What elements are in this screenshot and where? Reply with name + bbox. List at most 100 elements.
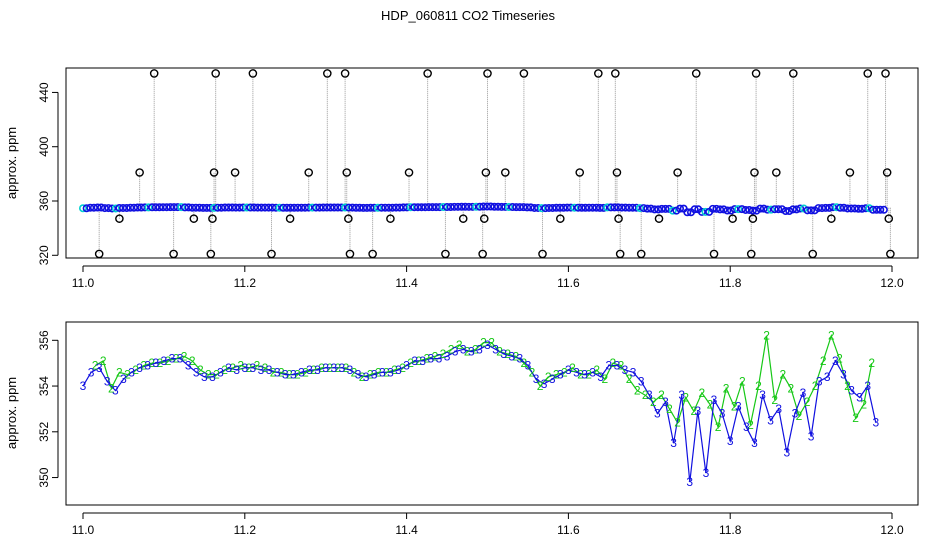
baseline-point	[657, 204, 666, 213]
baseline-point	[246, 203, 255, 212]
series-3-point: 3	[428, 352, 435, 366]
series-2-point: 2	[723, 381, 730, 395]
baseline-point	[159, 203, 168, 212]
baseline-point	[563, 203, 572, 212]
top-y-tick-label: 400	[37, 136, 51, 156]
series-3-point: 3	[686, 475, 693, 489]
series-2-point: 2	[739, 374, 746, 388]
spike-point	[135, 168, 144, 177]
series-3-point: 3	[743, 420, 750, 434]
baseline-point	[122, 203, 131, 212]
series-3-point: 3	[128, 365, 135, 379]
baseline-point	[828, 203, 837, 212]
series-2-point: 2	[521, 356, 528, 370]
series-3-point: 3	[735, 400, 742, 414]
series-3-point: 3	[363, 370, 370, 384]
baseline-point	[89, 203, 98, 212]
series-3-point: 3	[573, 365, 580, 379]
baseline-point	[388, 203, 397, 212]
baseline-point	[373, 203, 382, 212]
series-3-point: 3	[241, 361, 248, 375]
baseline-point	[362, 203, 371, 212]
series-3-point: 3	[330, 361, 337, 375]
baseline-point	[581, 203, 590, 212]
baseline-point	[137, 203, 146, 212]
baseline-point	[639, 204, 648, 213]
series-3-point: 3	[290, 368, 297, 382]
baseline-point	[235, 203, 244, 212]
series-3-point: 3	[856, 390, 863, 404]
baseline-point	[326, 203, 335, 212]
top-x-tick-label: 11.8	[719, 276, 742, 290]
series-3-point: 3	[694, 404, 701, 418]
baseline-point	[381, 203, 390, 212]
spike-point	[748, 214, 758, 223]
series-2-point: 2	[100, 354, 107, 368]
spike-point	[340, 69, 350, 78]
bottom-x-tick-label: 12.0	[880, 523, 904, 537]
bottom-y-axis: 350 352 354 356	[37, 330, 59, 488]
baseline-point	[552, 203, 561, 212]
series-3-point: 3	[703, 466, 710, 480]
series-2-point: 2	[132, 363, 139, 377]
series-2-point: 2	[512, 349, 519, 363]
baseline-point	[151, 203, 160, 212]
series-3-point: 3	[759, 388, 766, 402]
baseline-point	[177, 203, 186, 212]
spike-point	[750, 168, 759, 177]
baseline-point	[184, 203, 193, 212]
series-3-point: 3	[314, 363, 321, 377]
series-2-point: 2	[343, 361, 350, 375]
baseline-point	[399, 203, 408, 212]
series-3-point: 3	[800, 386, 807, 400]
baseline-point	[490, 202, 499, 211]
baseline-point	[333, 203, 342, 212]
series-3-point: 3	[258, 363, 265, 377]
series-3-point: 3	[751, 436, 758, 450]
series-2-point: 2	[310, 363, 317, 377]
series-2-point: 2	[634, 384, 641, 398]
series-2-point: 2	[666, 402, 673, 416]
baseline-point	[111, 204, 120, 213]
bottom-series-lines	[82, 333, 877, 483]
baseline-point	[865, 204, 874, 213]
series-2-point: 2	[472, 342, 479, 356]
baseline-point	[264, 203, 273, 212]
baseline-point	[690, 205, 699, 214]
baseline-point	[701, 207, 710, 216]
series-2-point: 2	[383, 365, 390, 379]
series-2-point: 2	[690, 404, 697, 418]
series-2-point: 2	[294, 368, 301, 382]
series-2-point: 2	[92, 358, 99, 372]
baseline-point	[144, 203, 153, 212]
baseline-point	[530, 203, 539, 212]
series-2-point: 2	[844, 379, 851, 393]
spike-point	[519, 69, 529, 78]
baseline-point	[508, 203, 517, 212]
baseline-point	[497, 202, 506, 211]
series-2-point: 2	[278, 365, 285, 379]
series-3-point: 3	[468, 345, 475, 359]
series-2-point: 2	[108, 381, 115, 395]
baseline-point	[279, 203, 288, 212]
series-3-point: 3	[452, 345, 459, 359]
baseline-point	[526, 203, 535, 212]
series-3-point: 3	[347, 363, 354, 377]
baseline-point	[650, 205, 659, 214]
series-2-point: 2	[860, 397, 867, 411]
series-3-point: 3	[120, 372, 127, 386]
spike-point	[691, 69, 701, 78]
series-3-point: 3	[96, 361, 103, 375]
series-2-point: 2	[788, 381, 795, 395]
baseline-point	[646, 204, 655, 213]
series-2-point: 2	[464, 345, 471, 359]
series-3-point: 3	[355, 368, 362, 382]
series-3-point: 3	[411, 354, 418, 368]
series-2-point: 2	[642, 388, 649, 402]
series-3-point: 3	[597, 370, 604, 384]
spike-point	[458, 214, 468, 223]
series-3-point: 3	[419, 354, 426, 368]
baseline-point	[519, 203, 528, 212]
baseline-point	[836, 203, 845, 212]
baseline-point	[119, 203, 128, 212]
